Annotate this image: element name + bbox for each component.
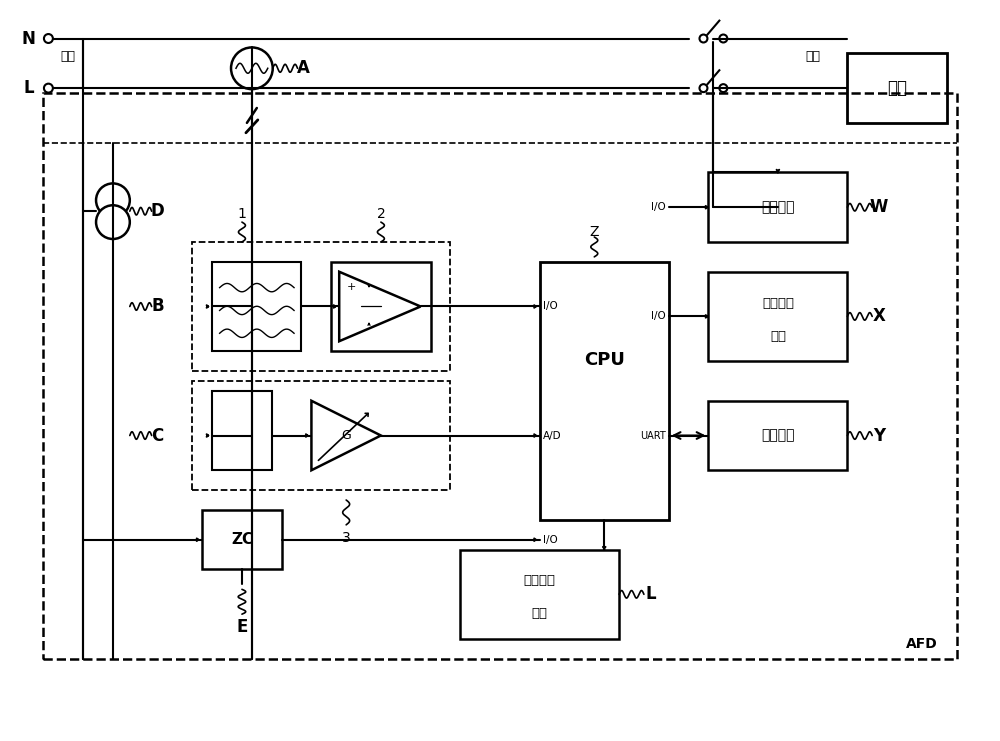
Text: ZC: ZC: [231, 532, 253, 547]
Text: 液晶显示: 液晶显示: [524, 574, 556, 588]
Text: 进线: 进线: [61, 50, 76, 63]
Text: 3: 3: [342, 531, 351, 545]
Bar: [212, 262, 301, 351]
Circle shape: [96, 205, 130, 239]
Text: 单元: 单元: [532, 608, 548, 620]
Text: A/D: A/D: [543, 431, 561, 440]
Text: D: D: [151, 202, 164, 220]
Text: E: E: [236, 618, 248, 636]
Text: CPU: CPU: [584, 351, 625, 369]
Circle shape: [699, 84, 707, 92]
Text: 出线: 出线: [805, 50, 820, 63]
Bar: [331, 262, 431, 351]
Text: AFD: AFD: [906, 637, 938, 651]
Text: I/O: I/O: [651, 311, 666, 322]
Text: N: N: [22, 30, 35, 47]
Text: 控制单元: 控制单元: [761, 200, 795, 214]
Bar: [212, 391, 272, 471]
Bar: [847, 53, 947, 123]
Bar: [192, 381, 450, 490]
Text: 通信单元: 通信单元: [761, 428, 795, 442]
Bar: [460, 550, 619, 639]
Circle shape: [699, 35, 707, 42]
Text: G: G: [341, 429, 351, 442]
Text: 1: 1: [238, 207, 246, 221]
Text: X: X: [873, 308, 886, 325]
Text: L: L: [646, 585, 656, 603]
Text: C: C: [151, 427, 164, 445]
Bar: [708, 272, 847, 361]
Text: I/O: I/O: [543, 535, 557, 545]
Circle shape: [719, 84, 727, 92]
Text: W: W: [870, 199, 888, 216]
Text: I/O: I/O: [651, 202, 666, 212]
Bar: [192, 242, 450, 371]
Circle shape: [44, 34, 53, 43]
Circle shape: [231, 47, 273, 89]
Text: Z: Z: [590, 225, 599, 239]
Bar: [708, 401, 847, 471]
Text: +: +: [346, 282, 356, 292]
Circle shape: [44, 84, 53, 93]
Text: 单元: 单元: [770, 330, 786, 342]
Text: 负载: 负载: [887, 79, 907, 97]
Bar: [43, 93, 957, 659]
Text: 2: 2: [377, 207, 385, 221]
Text: 声光报警: 声光报警: [762, 296, 794, 310]
Bar: [540, 262, 669, 520]
Bar: [202, 510, 282, 570]
Text: UART: UART: [640, 431, 666, 440]
Text: I/O: I/O: [543, 302, 557, 311]
Text: L: L: [23, 79, 34, 97]
Text: B: B: [151, 297, 164, 316]
Text: Y: Y: [873, 427, 885, 445]
Circle shape: [719, 35, 727, 42]
Bar: [708, 173, 847, 242]
Text: A: A: [297, 59, 310, 77]
Circle shape: [96, 184, 130, 217]
